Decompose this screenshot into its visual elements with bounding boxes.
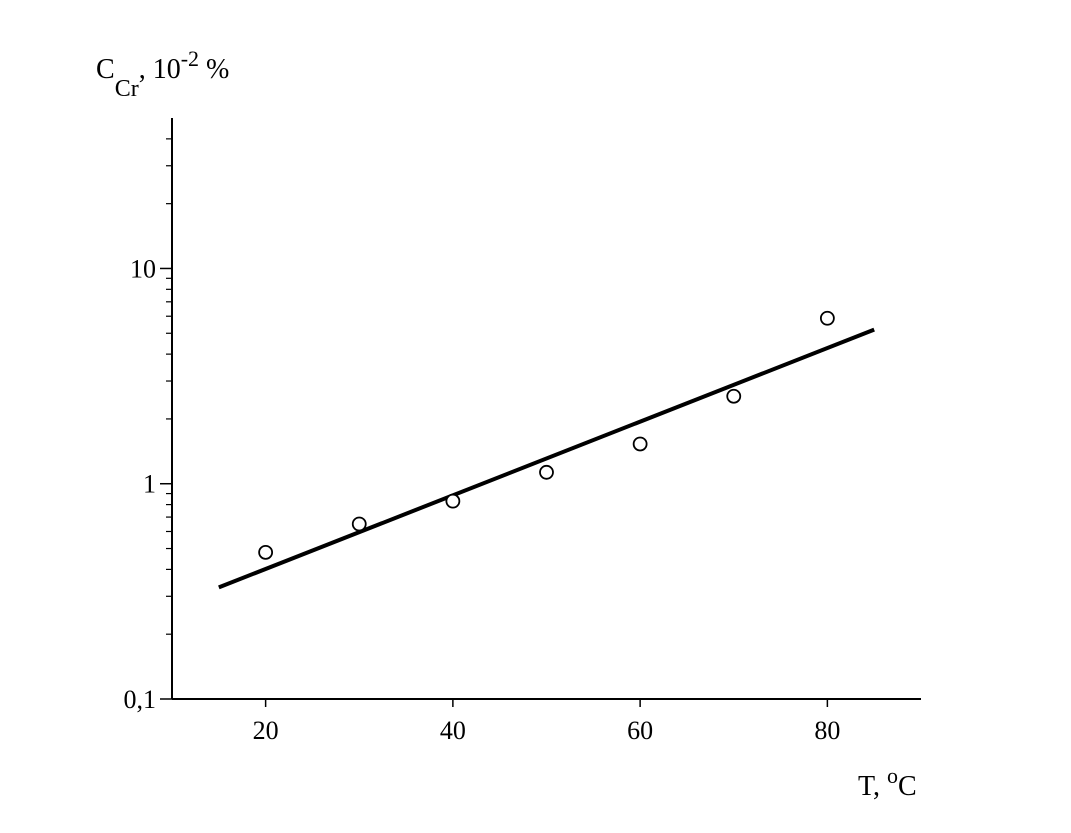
y-label-text: , 10	[139, 54, 181, 85]
data-point	[539, 464, 554, 480]
data-point	[258, 544, 274, 560]
data-point	[445, 493, 461, 509]
y-label-unit: %	[199, 54, 229, 85]
x-label-text: T,	[858, 771, 887, 802]
data-point	[819, 310, 835, 326]
y-label-sup: -2	[181, 46, 199, 71]
y-label-base: C	[96, 54, 115, 85]
y-axis-label: CCr, 10-2 %	[96, 46, 229, 102]
x-label-unit: C	[898, 771, 917, 802]
x-tick-label: 40	[440, 716, 466, 745]
y-tick-label: 0,1	[124, 685, 157, 714]
x-tick-label: 20	[253, 716, 279, 745]
data-point	[632, 436, 648, 452]
x-axis-label: T, oC	[858, 763, 917, 802]
fit-line	[218, 327, 875, 590]
y-label-sub: Cr	[115, 76, 139, 102]
y-tick-label: 1	[143, 470, 156, 499]
x-tick-label: 60	[627, 716, 653, 745]
data-point	[726, 388, 742, 404]
x-tick-label: 80	[814, 716, 840, 745]
y-tick-label: 10	[130, 254, 156, 283]
x-label-sup: o	[887, 763, 898, 788]
data-point	[351, 516, 367, 532]
